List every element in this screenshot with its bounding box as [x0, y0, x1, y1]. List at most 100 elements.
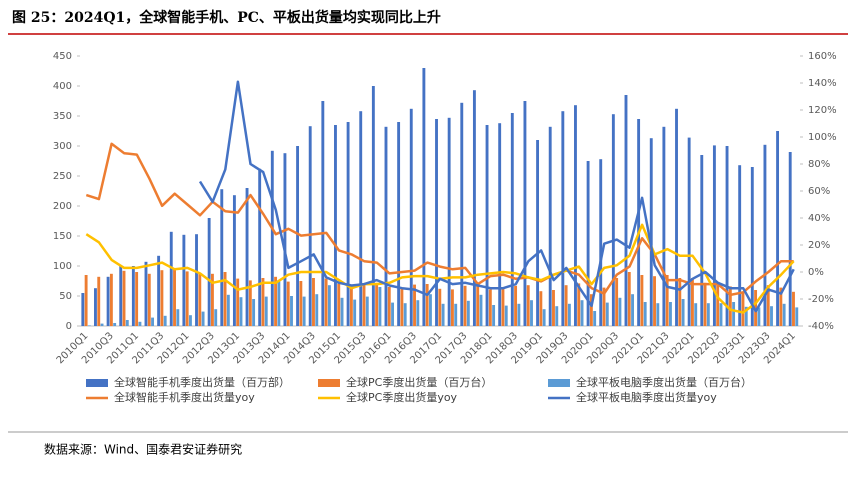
bar: [766, 285, 770, 326]
bar: [690, 278, 694, 326]
bar: [100, 323, 104, 326]
bar: [476, 283, 480, 326]
bar: [185, 271, 189, 326]
legend-swatch: [318, 379, 340, 387]
bar: [624, 95, 628, 326]
bar: [552, 290, 555, 326]
bar: [757, 307, 761, 326]
y-tick-label: 250: [53, 171, 72, 182]
bar: [84, 275, 88, 326]
bar: [302, 296, 306, 326]
bar: [176, 309, 180, 326]
bar: [94, 288, 97, 326]
bar: [706, 303, 710, 326]
y2-tick-label: 60%: [808, 186, 830, 197]
y-tick-label: 450: [53, 51, 72, 62]
y2-tick-label: 20%: [808, 240, 830, 251]
bar: [716, 285, 720, 326]
bar: [201, 311, 205, 326]
bar: [643, 302, 647, 326]
bar: [779, 287, 783, 326]
bar: [678, 278, 682, 326]
legend-label: 全球平板电脑季度出货量yoy: [576, 390, 717, 404]
bar: [290, 296, 293, 326]
bar: [286, 281, 290, 326]
bar: [151, 317, 154, 326]
bar: [378, 287, 382, 326]
bar: [631, 294, 634, 326]
bar: [106, 276, 110, 326]
bar: [337, 284, 341, 326]
bar: [248, 280, 252, 326]
line: [85, 142, 794, 297]
bar: [523, 101, 527, 326]
title: 图 25：2024Q1，全球智能手机、PC、平板出货量均实现同比上升: [12, 9, 441, 26]
bar: [602, 287, 606, 326]
y-tick-label: 200: [53, 201, 72, 212]
bar: [728, 286, 732, 326]
bar: [109, 273, 113, 326]
bar: [770, 306, 773, 326]
bar: [750, 167, 754, 326]
bar: [425, 284, 429, 326]
bar: [422, 68, 426, 326]
bar: [662, 126, 666, 326]
bar: [472, 90, 476, 326]
bar: [441, 303, 445, 326]
bar: [580, 300, 584, 326]
bar: [435, 119, 438, 326]
bar: [466, 300, 470, 326]
y2-tick-label: 0%: [808, 267, 824, 278]
bar: [792, 291, 795, 326]
bar: [669, 302, 672, 326]
bar: [488, 289, 492, 326]
bar: [429, 294, 432, 326]
y2-tick-label: 80%: [808, 159, 830, 170]
bar: [371, 86, 375, 326]
bar: [353, 299, 357, 326]
bar: [530, 300, 533, 326]
bar: [536, 140, 540, 326]
bar: [334, 125, 337, 326]
bar: [567, 303, 571, 326]
bar: [593, 311, 597, 326]
bar: [687, 137, 691, 326]
bar: [252, 299, 256, 326]
bar: [264, 296, 268, 326]
legend-swatch: [86, 379, 108, 387]
y-tick-label: 350: [53, 111, 72, 122]
bar: [397, 122, 401, 326]
bar: [744, 306, 748, 326]
bar: [732, 302, 736, 326]
legend-swatch: [548, 379, 570, 387]
bar: [703, 282, 707, 326]
bar: [283, 153, 287, 326]
bar: [589, 294, 593, 326]
bar: [147, 273, 151, 326]
bar: [719, 303, 723, 326]
bar: [195, 234, 198, 326]
bar: [160, 270, 164, 326]
bar: [296, 146, 300, 326]
bar: [403, 303, 407, 326]
bar: [97, 276, 101, 326]
bar: [605, 302, 609, 326]
bar: [359, 111, 363, 326]
bar: [694, 303, 698, 326]
bar: [627, 272, 631, 326]
bar: [564, 285, 568, 326]
bar: [312, 278, 315, 326]
bar: [450, 289, 454, 326]
bar: [182, 234, 186, 326]
y2-tick-label: 100%: [808, 132, 837, 143]
bar: [409, 108, 413, 326]
bar: [189, 315, 192, 326]
bar: [542, 309, 546, 326]
y-tick-label: 150: [53, 231, 72, 242]
y2-tick-label: 120%: [808, 105, 837, 116]
bar: [504, 305, 508, 326]
bar: [615, 278, 619, 326]
bar: [270, 150, 274, 326]
legend-label: 全球PC季度出货量yoy: [346, 390, 458, 404]
